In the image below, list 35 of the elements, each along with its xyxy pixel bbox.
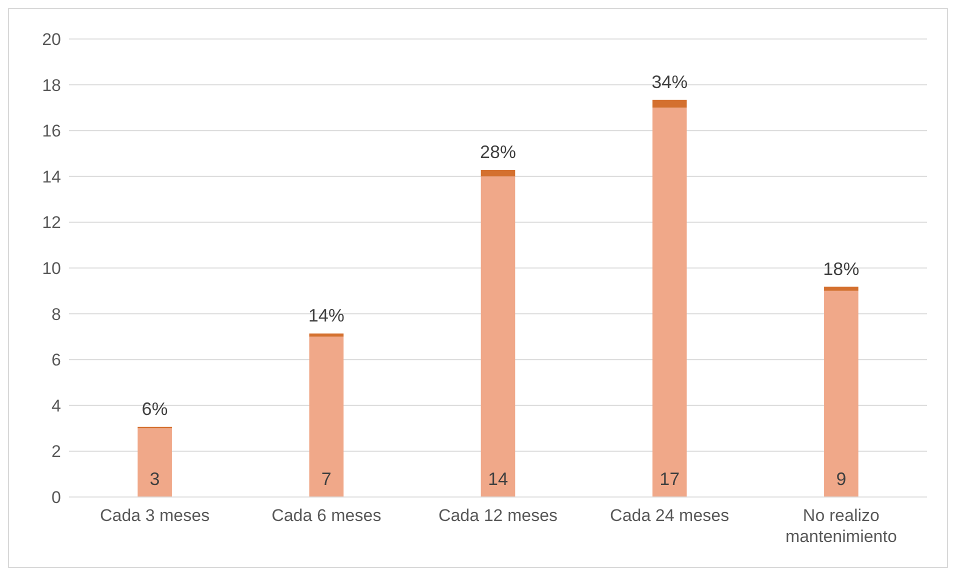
y-tick-label: 18 [42,76,61,95]
x-tick-label: Cada 24 meses [610,506,730,525]
data-label: 14 [488,469,508,489]
y-tick-label: 10 [42,259,61,278]
y-tick-label: 6 [52,350,61,370]
bar [309,333,344,337]
y-tick-label: 4 [52,396,61,416]
x-tick-label: Cada 3 meses [100,506,210,525]
y-tick-label: 2 [52,442,61,462]
y-tick-label: 20 [42,30,61,50]
x-tick-label: Cada 6 meses [272,506,382,525]
x-tick-label: Cada 12 meses [438,506,558,525]
data-label: 18% [823,258,860,279]
bar [824,286,858,291]
data-label: 9 [836,469,846,489]
x-tick-label: No realizo mantenimiento [785,506,897,546]
data-label: 28% [480,142,516,162]
bar [480,176,516,497]
y-tick-label: 0 [52,488,61,508]
y-tick-label: 16 [42,122,61,141]
y-tick-label: 8 [52,304,61,324]
data-label: 6% [142,398,168,419]
data-label: 34% [652,72,688,92]
data-label: 7 [321,469,332,489]
data-label: 17 [660,469,680,489]
data-label: 3 [150,469,160,489]
bar [824,290,858,497]
y-tick-label: 14 [42,167,61,186]
data-label: 14% [308,305,344,326]
bar [309,336,344,497]
bar [138,428,172,497]
bar [652,100,687,108]
y-tick-label: 12 [42,213,61,232]
bar [652,108,687,497]
bar [480,170,516,176]
